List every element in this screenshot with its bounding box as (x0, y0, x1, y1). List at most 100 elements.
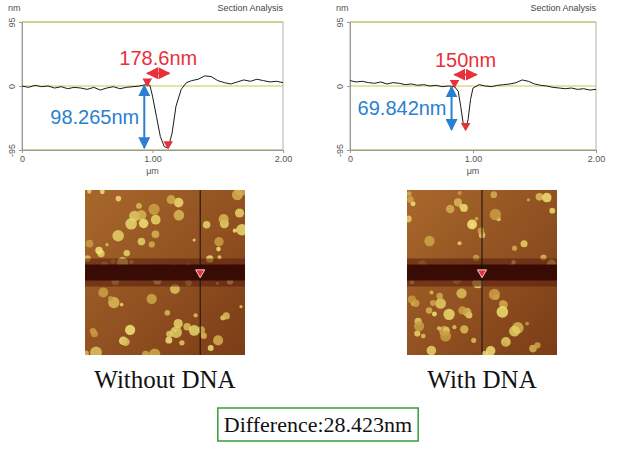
axis-line (350, 23, 351, 151)
afm-particle (490, 191, 497, 198)
tick-label: 2.00 (275, 154, 293, 164)
y-axis-title: nm (336, 3, 349, 13)
afm-particle (512, 246, 517, 251)
tick-label: -95 (7, 144, 17, 157)
afm-particle (235, 208, 244, 217)
afm-particle (427, 346, 437, 355)
afm-particle (136, 210, 146, 220)
grid-line (350, 22, 596, 23)
afm-particle (436, 293, 442, 299)
tick: 2.00 (588, 150, 606, 164)
plot-area (350, 80, 596, 131)
afm-particle (214, 237, 223, 246)
afm-particle (527, 198, 530, 201)
plot-area (22, 76, 283, 150)
tick: 2.00 (275, 150, 293, 164)
vertical-distance-label: 98.265nm (50, 106, 139, 128)
afm-particle (152, 230, 160, 238)
afm-particle (213, 335, 223, 345)
afm-trench (85, 265, 245, 281)
afm-particle (98, 288, 108, 298)
tick-label: 2.00 (588, 154, 606, 164)
afm-particle (412, 300, 419, 307)
afm-particle (216, 247, 221, 252)
tick-mark (596, 150, 597, 153)
vertical-arrow (143, 85, 145, 148)
afm-particle (501, 337, 511, 347)
x-axis: 01.002.00 (348, 150, 605, 164)
grid (22, 22, 283, 150)
x-axis-title: μm (146, 166, 159, 176)
afm-particle (414, 321, 424, 331)
afm-particle (435, 298, 446, 309)
tick-mark (19, 86, 22, 87)
tick-label: 0 (20, 154, 25, 164)
afm-particle (116, 196, 122, 202)
afm-particle (521, 240, 528, 247)
afm-particle (148, 204, 159, 215)
afm-particle (460, 325, 468, 333)
vertical-arrow (451, 87, 453, 130)
afm-particle (91, 330, 98, 337)
tick: 95 (7, 17, 22, 27)
tick-label: 95 (335, 17, 345, 27)
afm-particle (167, 195, 176, 204)
afm-particle (112, 230, 124, 242)
afm-image (84, 184, 248, 360)
afm-particle (426, 307, 432, 313)
afm-particle (458, 241, 462, 245)
plot-frame (350, 22, 596, 150)
section-cursor (477, 270, 486, 278)
afm-particle (549, 208, 555, 214)
horizontal-distance-label: 150nm (435, 49, 496, 71)
afm-particle (454, 198, 462, 206)
afm-particle (478, 228, 485, 235)
x-axis-title: μm (467, 166, 480, 176)
tick-label: -95 (335, 144, 345, 157)
tick-mark (347, 22, 350, 23)
afm-particle (165, 310, 171, 316)
tick-label: 0 (7, 84, 17, 89)
afm-particle (87, 190, 91, 194)
horizontal-arrow (455, 74, 477, 76)
tick: 0 (7, 84, 22, 89)
afm-particle (440, 331, 451, 342)
figure: -9509501.002.00Section Analysisnmμm178.6… (0, 0, 621, 457)
afm-particle (147, 294, 157, 304)
afm-particle (108, 296, 113, 301)
afm-particle (497, 306, 509, 318)
afm-particle (443, 309, 454, 320)
tick-mark (19, 150, 22, 151)
grid-line (350, 86, 596, 87)
afm-particle (437, 326, 441, 330)
afm-particle (203, 221, 211, 229)
afm-particle (467, 220, 477, 230)
afm-particle (179, 340, 184, 345)
plot-frame (22, 22, 283, 150)
afm-particle (208, 345, 214, 351)
afm-particle (235, 190, 245, 196)
tick: 0 (348, 150, 353, 164)
afm-particle (546, 198, 550, 202)
afm-particle (194, 313, 198, 317)
afm-particle (85, 351, 89, 355)
tick-label: 0 (335, 84, 345, 89)
afm-particle (108, 297, 119, 308)
afm-particle (233, 229, 237, 233)
y-axis-title: nm (8, 3, 21, 13)
afm-particle (424, 236, 434, 246)
afm-particle (124, 250, 131, 257)
grid-line (22, 22, 283, 23)
tick: 95 (335, 17, 350, 27)
afm-particle (421, 334, 426, 339)
tick-mark (19, 22, 22, 23)
vertical-distance-label: 69.842nm (358, 97, 447, 119)
afm-particle (166, 331, 173, 338)
afm-particle (490, 209, 501, 220)
profile-line (22, 76, 283, 148)
difference-label: Difference:28.423nm (224, 412, 412, 437)
afm-particle (151, 215, 161, 225)
profile-line (350, 80, 596, 130)
afm-particle (174, 210, 185, 221)
tick-mark (22, 150, 23, 153)
